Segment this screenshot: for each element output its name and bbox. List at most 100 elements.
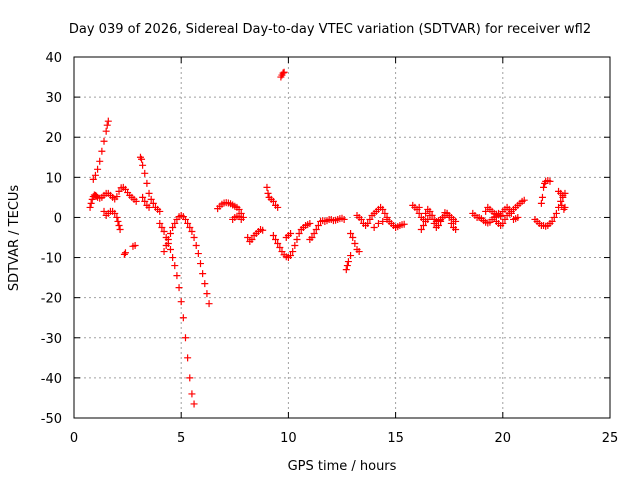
data-point (561, 203, 569, 211)
data-point (158, 223, 166, 231)
data-point (279, 69, 287, 77)
data-point (205, 300, 213, 308)
y-tick-label: 30 (45, 91, 62, 106)
data-point (445, 213, 453, 221)
y-tick-label: -30 (41, 332, 62, 347)
data-point (482, 207, 490, 215)
data-point (100, 207, 108, 215)
data-point (546, 177, 554, 185)
data-point (291, 242, 299, 250)
data-point (415, 209, 423, 217)
data-point (381, 209, 389, 217)
data-point (111, 209, 119, 217)
data-point (203, 290, 211, 298)
data-point (383, 215, 391, 223)
data-point (121, 249, 129, 257)
data-point (452, 217, 460, 225)
axis-ticks (73, 56, 611, 419)
data-point (280, 68, 288, 76)
data-point (184, 219, 192, 227)
y-tick-label: 20 (45, 131, 62, 146)
tick-labels: 0 5 10 15 20 25 -50 -40 -30 -20 -10 0 10 20 30 40 (41, 51, 619, 446)
data-point (312, 225, 320, 233)
data-point (259, 226, 267, 234)
data-point (244, 234, 252, 241)
y-tick-label: 40 (45, 51, 62, 66)
data-point (173, 272, 181, 280)
data-point (349, 234, 357, 241)
x-tick-label: 5 (177, 431, 185, 446)
data-point (145, 203, 153, 211)
data-point (188, 390, 196, 398)
data-point (115, 187, 123, 195)
data-point (166, 229, 174, 237)
y-tick-label: 0 (54, 211, 62, 226)
data-point (89, 175, 97, 183)
data-point (274, 240, 282, 248)
data-point (160, 248, 168, 256)
data-point (94, 165, 102, 173)
data-point (192, 242, 200, 250)
data-point (188, 227, 196, 235)
data-point (149, 199, 157, 207)
data-point (139, 161, 147, 169)
data-point (102, 127, 110, 135)
data-point (115, 221, 123, 229)
data-point (156, 219, 164, 227)
x-tick-label: 25 (602, 431, 619, 446)
data-point (138, 155, 146, 163)
data-point (287, 252, 295, 260)
data-point (293, 236, 301, 244)
plot-border (73, 56, 611, 419)
data-point (91, 171, 99, 179)
data-point (443, 209, 451, 217)
data-point (295, 229, 303, 237)
data-point (400, 220, 408, 228)
data-point (147, 195, 155, 203)
data-point (274, 203, 282, 211)
data-point (561, 189, 569, 197)
data-point (505, 205, 513, 213)
data-point (196, 260, 204, 268)
data-point (379, 217, 387, 225)
data-point (514, 213, 522, 221)
data-point (548, 217, 556, 225)
x-tick-label: 15 (387, 431, 404, 446)
data-point (160, 227, 168, 235)
y-tick-label: -10 (41, 252, 62, 267)
data-point (263, 183, 271, 191)
data-point (162, 242, 170, 250)
data-point (272, 236, 280, 244)
data-point (374, 219, 382, 227)
x-tick-label: 0 (70, 431, 78, 446)
data-point (103, 121, 111, 129)
data-point (186, 223, 194, 231)
data-point (132, 197, 140, 205)
data-point (87, 199, 95, 207)
data-point (417, 225, 425, 233)
data-point (171, 219, 179, 227)
data-point (164, 236, 172, 244)
data-point (190, 400, 198, 408)
data-point (156, 207, 164, 215)
data-point (190, 234, 198, 241)
data-point (550, 213, 558, 221)
x-tick-label: 20 (495, 431, 512, 446)
data-point (177, 298, 185, 306)
data-point (104, 117, 112, 125)
data-point (314, 221, 322, 229)
data-point (538, 193, 546, 201)
data-point (497, 211, 505, 219)
data-point (355, 248, 363, 256)
data-point (181, 334, 189, 342)
data-point (415, 203, 423, 211)
y-tick-label: 10 (45, 171, 62, 186)
data-point (181, 215, 189, 223)
data-point (308, 234, 316, 241)
y-tick-label: -40 (41, 372, 62, 387)
data-point (120, 250, 128, 258)
data-point (379, 205, 387, 213)
data-point (340, 215, 348, 223)
data-point (175, 284, 183, 292)
data-points (86, 68, 569, 408)
